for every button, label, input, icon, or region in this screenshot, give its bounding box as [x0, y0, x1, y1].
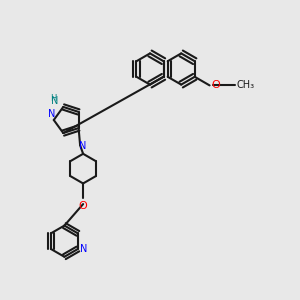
- Text: N: N: [48, 109, 55, 119]
- Text: N: N: [80, 141, 87, 152]
- Text: O: O: [79, 201, 88, 212]
- Text: N: N: [51, 96, 59, 106]
- Text: O: O: [211, 80, 220, 90]
- Text: H: H: [50, 94, 57, 103]
- Text: CH₃: CH₃: [236, 80, 254, 90]
- Text: N: N: [80, 244, 88, 254]
